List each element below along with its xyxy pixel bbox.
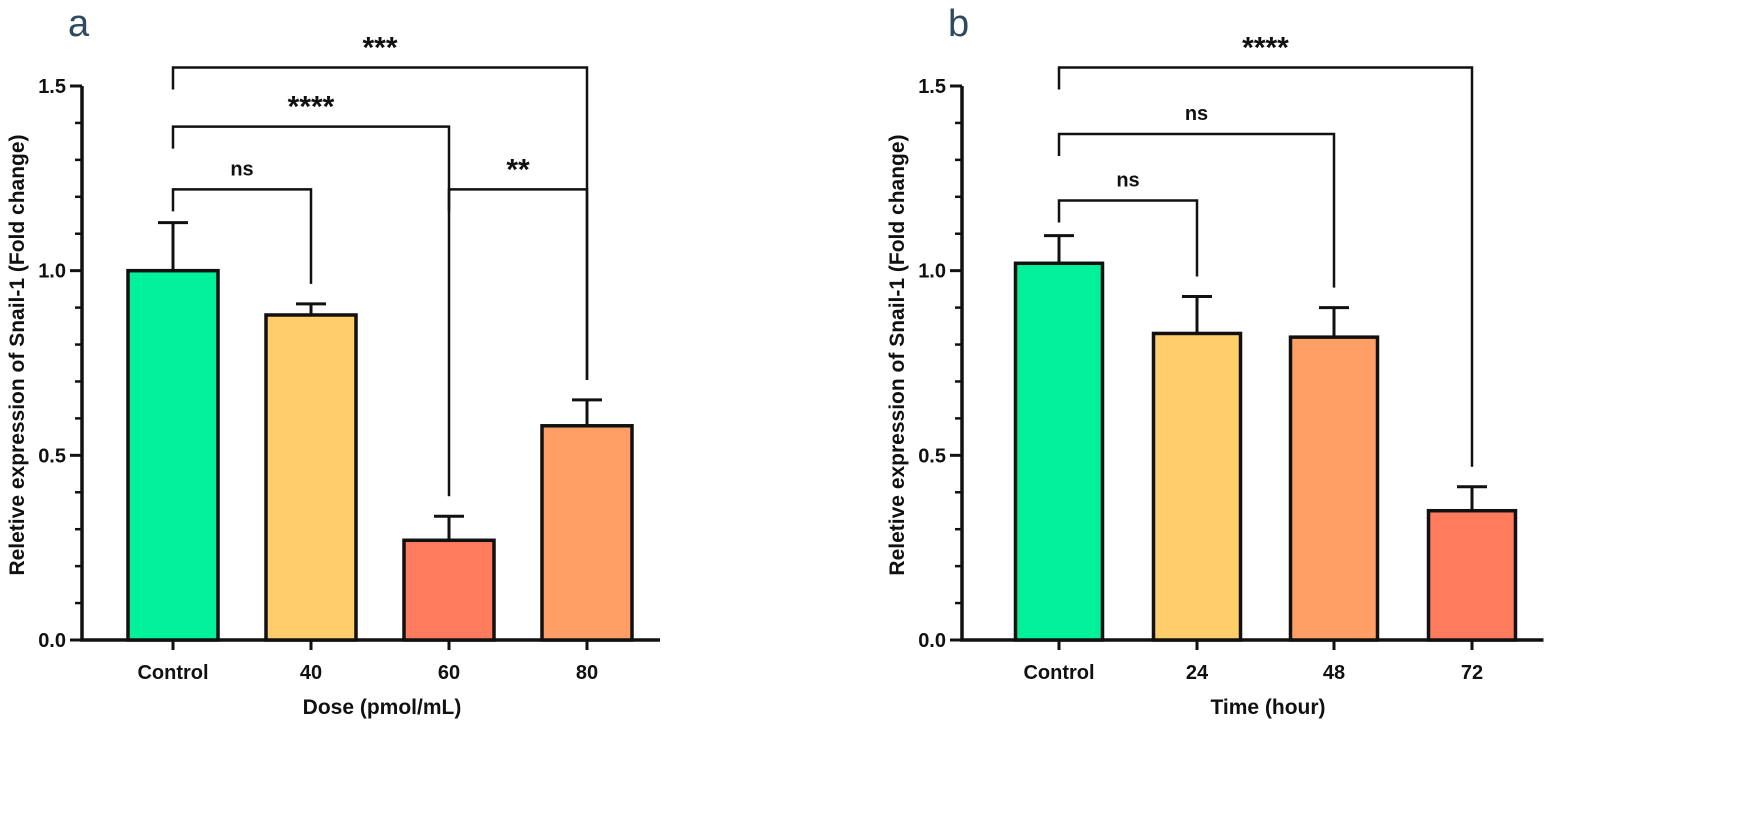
bar-48 bbox=[1288, 335, 1380, 642]
x-axis-title: Dose (pmol/mL) bbox=[303, 696, 462, 719]
significance-label: ns bbox=[230, 158, 253, 180]
x-tick-label: 72 bbox=[1461, 662, 1483, 684]
x-axis-title: Time (hour) bbox=[1210, 696, 1325, 719]
panel-label: b bbox=[948, 3, 969, 45]
y-tick-label: 0.0 bbox=[918, 630, 946, 652]
y-tick-label: 0.5 bbox=[918, 445, 946, 467]
y-tick-label: 1.0 bbox=[918, 261, 946, 283]
x-tick-label: 24 bbox=[1186, 662, 1209, 684]
panel-label: a bbox=[68, 3, 90, 45]
significance-bracket bbox=[171, 125, 451, 497]
x-tick-label: 48 bbox=[1323, 662, 1345, 684]
bar-40 bbox=[264, 313, 358, 642]
x-tick-label: Control bbox=[137, 662, 208, 684]
y-tick-label: 1.0 bbox=[38, 261, 66, 283]
y-tick-label: 0.0 bbox=[38, 630, 66, 652]
significance-label: ** bbox=[506, 153, 530, 186]
bar-24 bbox=[1151, 331, 1243, 642]
bar-72 bbox=[1426, 508, 1518, 642]
significance-bracket bbox=[171, 188, 313, 284]
panel-a: a 0.0 0.5 1.0 1.5 Reletive expression of Snai… bbox=[6, 3, 660, 719]
significance-bracket bbox=[1057, 199, 1199, 277]
x-tick-label: 80 bbox=[576, 662, 598, 684]
x-tick-label: 60 bbox=[438, 662, 460, 684]
panel-b: b 0.0 0.5 1.0 1.5 Reletive expression of Snai… bbox=[886, 3, 1544, 719]
significance-label: *** bbox=[362, 32, 397, 65]
x-tick-label: Control bbox=[1023, 662, 1094, 684]
significance-bracket bbox=[1057, 132, 1336, 288]
bar-control bbox=[126, 268, 220, 642]
bar-60 bbox=[402, 538, 496, 642]
bar-control bbox=[1013, 261, 1105, 642]
significance-bracket bbox=[447, 188, 589, 380]
y-axis-title: Reletive expression of Snail-1 (Fold cha… bbox=[6, 134, 29, 575]
significance-bracket bbox=[1057, 66, 1474, 467]
x-tick-label: 40 bbox=[300, 662, 322, 684]
significance-label: **** bbox=[1242, 32, 1289, 65]
y-tick-label: 1.5 bbox=[38, 76, 66, 98]
significance-label: ns bbox=[1185, 103, 1208, 125]
significance-label: ns bbox=[1116, 169, 1139, 191]
y-axis-title: Reletive expression of Snail-1 (Fold cha… bbox=[886, 134, 909, 575]
y-tick-label: 1.5 bbox=[918, 76, 946, 98]
y-tick-label: 0.5 bbox=[38, 445, 66, 467]
bar-80 bbox=[540, 424, 634, 642]
significance-label: **** bbox=[288, 91, 335, 124]
significance-bracket bbox=[171, 66, 589, 380]
